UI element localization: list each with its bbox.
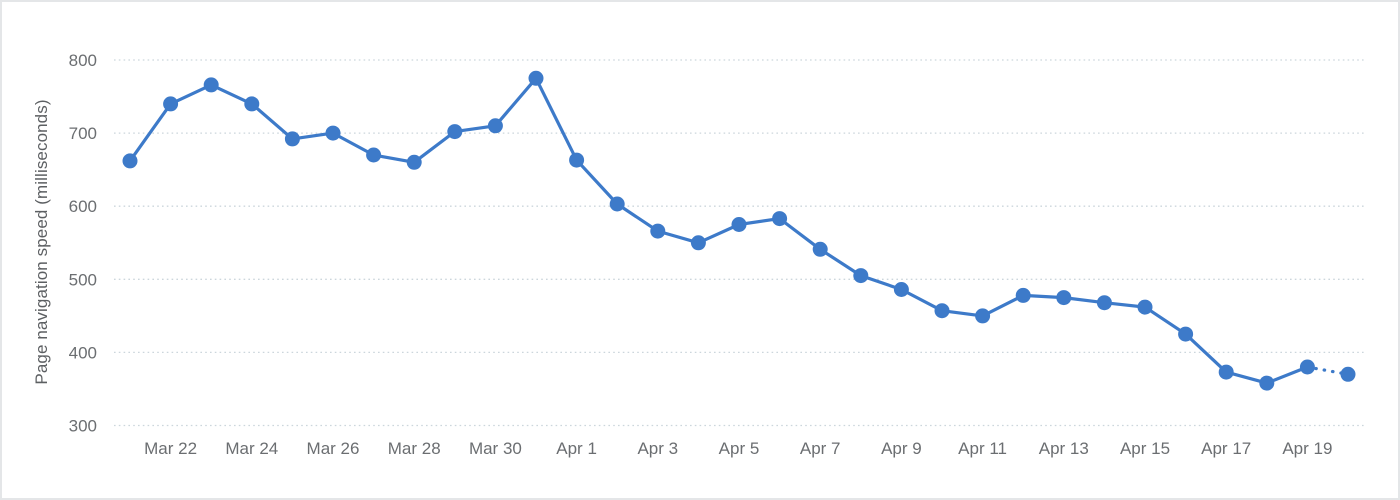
data-point[interactable] xyxy=(1056,290,1072,306)
data-point[interactable] xyxy=(1299,359,1315,375)
data-point[interactable] xyxy=(406,154,422,170)
data-point[interactable] xyxy=(1096,295,1112,311)
x-tick-label: Mar 22 xyxy=(144,439,197,458)
data-point[interactable] xyxy=(1015,287,1031,303)
x-tick-label: Apr 15 xyxy=(1120,439,1170,458)
data-point[interactable] xyxy=(1137,299,1153,315)
x-tick-label: Apr 3 xyxy=(637,439,678,458)
data-point[interactable] xyxy=(1178,326,1194,342)
data-point[interactable] xyxy=(447,124,463,140)
x-tick-label: Apr 13 xyxy=(1039,439,1089,458)
data-point[interactable] xyxy=(893,282,909,297)
data-point[interactable] xyxy=(569,152,585,168)
data-point[interactable] xyxy=(1340,366,1356,382)
x-tick-label: Mar 30 xyxy=(469,439,522,458)
data-point[interactable] xyxy=(244,96,260,112)
data-point[interactable] xyxy=(528,70,544,86)
data-point[interactable] xyxy=(934,303,950,319)
x-tick-label: Mar 24 xyxy=(225,439,278,458)
data-line xyxy=(128,76,1309,385)
x-tick-label: Apr 17 xyxy=(1201,439,1251,458)
x-tick-label: Apr 11 xyxy=(958,439,1007,458)
y-tick-label: 800 xyxy=(69,51,97,70)
data-point[interactable] xyxy=(609,196,625,212)
y-axis-title: Page navigation speed (milliseconds) xyxy=(32,99,51,385)
data-point[interactable] xyxy=(812,241,828,257)
data-point[interactable] xyxy=(122,153,138,169)
x-tick-label: Apr 9 xyxy=(881,439,922,458)
x-tick-label: Apr 19 xyxy=(1282,439,1332,458)
data-point[interactable] xyxy=(203,77,219,93)
y-tick-label: 600 xyxy=(69,197,97,216)
x-tick-label: Apr 5 xyxy=(719,439,760,458)
x-tick-label: Apr 1 xyxy=(556,439,597,458)
data-point[interactable] xyxy=(1259,375,1275,391)
data-point[interactable] xyxy=(366,147,382,163)
data-point[interactable] xyxy=(772,211,788,227)
x-tick-label: Mar 26 xyxy=(307,439,360,458)
data-point[interactable] xyxy=(731,217,747,232)
data-point[interactable] xyxy=(325,125,341,141)
x-tick-label: Apr 7 xyxy=(800,439,841,458)
data-point[interactable] xyxy=(650,223,666,239)
y-tick-label: 300 xyxy=(69,417,97,436)
data-point[interactable] xyxy=(975,308,991,324)
x-tick-label: Mar 28 xyxy=(388,439,441,458)
data-point[interactable] xyxy=(1218,364,1234,380)
data-point[interactable] xyxy=(487,118,503,134)
data-point[interactable] xyxy=(690,235,706,251)
data-point[interactable] xyxy=(163,96,179,112)
y-tick-label: 400 xyxy=(69,343,97,362)
data-point[interactable] xyxy=(853,268,869,284)
y-tick-label: 500 xyxy=(69,270,97,289)
data-point[interactable] xyxy=(284,131,300,147)
y-tick-label: 700 xyxy=(69,124,97,143)
